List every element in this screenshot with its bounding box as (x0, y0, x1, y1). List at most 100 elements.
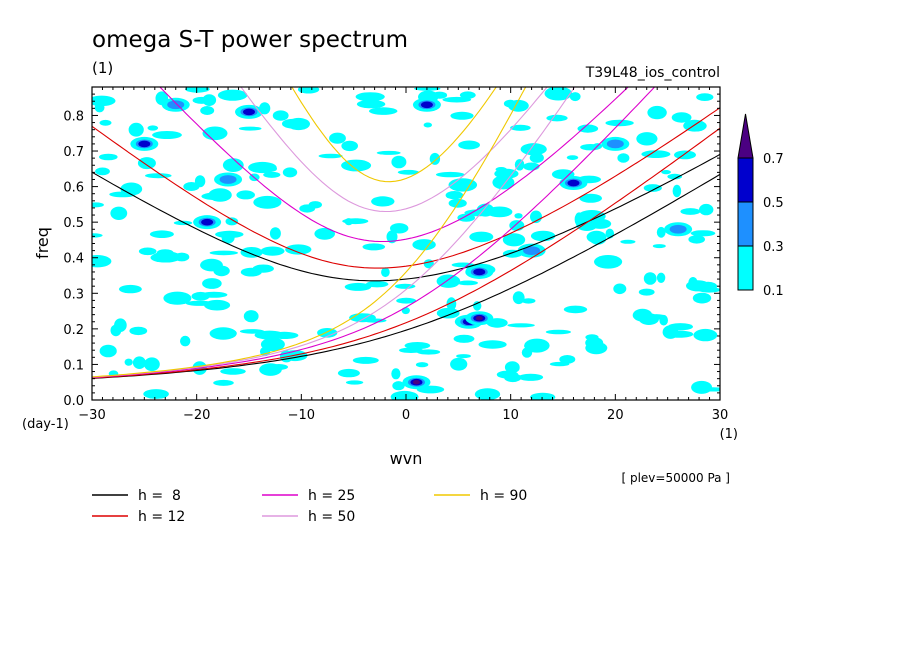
contour-blob (693, 328, 718, 342)
contour-blob (457, 213, 476, 222)
contour-blob (688, 277, 698, 290)
contour-blob (674, 150, 696, 160)
contour-blob (451, 262, 475, 268)
colorbar-label: 0.7 (763, 152, 784, 167)
chart-title: omega S-T power spectrum (92, 27, 408, 53)
contour-blob (99, 344, 117, 358)
contour-blob (529, 152, 544, 163)
contour-blob (194, 175, 206, 188)
contour-blob (391, 155, 407, 169)
contour-blob (509, 220, 525, 231)
colorbar: 0.1 0.3 0.5 0.7 (737, 113, 784, 299)
contour-blob (138, 247, 157, 256)
legend-label: h = 8 (138, 488, 181, 504)
contour-blob (457, 280, 478, 286)
contour-blob (521, 298, 536, 304)
dispersion-curve-h8 (92, 173, 720, 379)
contour-blob (638, 288, 655, 296)
contour-blob (546, 114, 568, 122)
contour-blob (399, 347, 423, 353)
contour-blob (299, 204, 316, 213)
contour-blob (514, 213, 523, 219)
dispersion-curve-h12 (92, 127, 720, 379)
contour-blob (680, 208, 701, 215)
colorbar-segment (737, 245, 754, 291)
contour-blob (173, 220, 193, 226)
contour-blob (285, 244, 312, 255)
contour-peak (523, 246, 541, 256)
contour-blob (502, 233, 526, 247)
contour-blob (391, 368, 401, 380)
contour-blob (594, 254, 623, 269)
contour-blob (163, 291, 192, 305)
contour-blob (356, 99, 386, 109)
contour-blob (518, 373, 544, 381)
experiment-label: T39L48_ios_control (585, 65, 720, 81)
contour-blob (647, 105, 667, 120)
contour-blob (344, 218, 353, 226)
contour-blob (132, 356, 146, 370)
contour-blob (95, 167, 110, 176)
y-tick-label: 0.6 (63, 181, 84, 196)
colorbar-label: 0.1 (763, 284, 784, 299)
colorbar-segment (737, 157, 754, 203)
contour-blob (506, 363, 520, 373)
contour-peak (243, 108, 255, 116)
contour-blob (641, 150, 671, 159)
contour-blob (239, 329, 265, 334)
contour-blob (456, 354, 471, 359)
y-tick-label: 0.7 (63, 145, 84, 160)
contour-blob (394, 283, 416, 289)
contour-blob (144, 357, 160, 372)
contour-blob (240, 247, 263, 258)
contour-blob (436, 274, 461, 288)
contour-blob (363, 318, 387, 323)
contour-blob (404, 342, 431, 350)
contour-blob (544, 87, 573, 101)
contour-blob (665, 330, 694, 338)
y-axis-units: (day-1) (22, 417, 69, 432)
contour-blob (371, 196, 395, 207)
contour-blob (559, 355, 576, 364)
contour-blob (200, 106, 215, 115)
contour-peak (420, 101, 433, 109)
contour-blob (545, 329, 572, 335)
contour-blob (652, 244, 666, 249)
contour-blob (341, 140, 359, 152)
legend-label: h = 50 (308, 509, 355, 525)
contour-peak (473, 268, 486, 276)
contour-blob (392, 381, 405, 391)
contour-blob (510, 124, 531, 131)
contour-blob (253, 195, 282, 209)
contour-blob (99, 119, 112, 126)
contour-blob (503, 99, 517, 108)
contour-blob (672, 184, 682, 198)
contour-blob (260, 246, 285, 256)
contour-blob (137, 157, 156, 170)
contour-blob (269, 227, 281, 240)
contour-blob (150, 252, 179, 263)
contour-peak (475, 315, 483, 321)
contour-blob (143, 389, 169, 399)
contour-blob (314, 227, 336, 240)
contour-blob (329, 132, 346, 144)
contour-blob (92, 202, 104, 208)
contour-blob (435, 171, 465, 178)
contour-blob (222, 158, 244, 173)
contour-blob (337, 368, 360, 378)
contour-blob (530, 230, 556, 242)
dispersion-curve-h90 (92, 87, 527, 378)
dispersion-curve-h8 (92, 153, 720, 282)
colorbar-segment (737, 201, 754, 247)
contour-blob (99, 153, 118, 161)
contour-blob (469, 231, 494, 243)
contour-blob (287, 117, 310, 131)
dispersion-curve-h50 (92, 87, 576, 378)
contour-blob (473, 301, 482, 311)
dispersion-curve-h25 (92, 87, 656, 379)
contour-blob (390, 390, 419, 400)
contour-blob (459, 91, 476, 99)
legend-label: h = 90 (480, 488, 527, 504)
contour-blob (282, 167, 298, 178)
